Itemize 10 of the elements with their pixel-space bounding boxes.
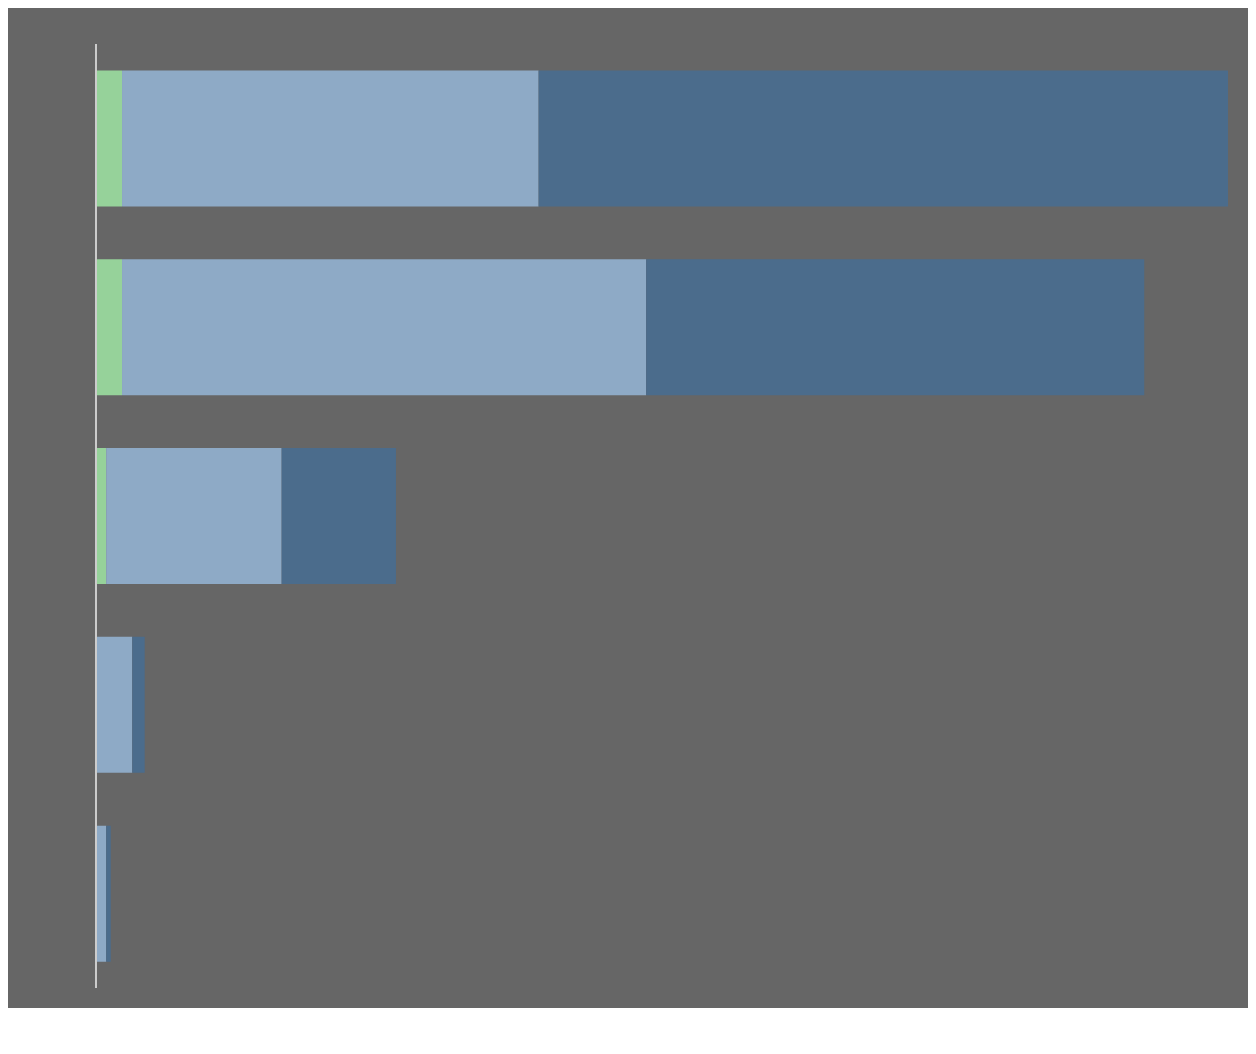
bar — [122, 259, 647, 396]
bar — [132, 636, 145, 773]
bar — [96, 636, 133, 773]
bar — [538, 70, 1228, 207]
bar — [106, 448, 282, 585]
bar — [122, 70, 539, 207]
bar — [646, 259, 1145, 396]
bar — [96, 259, 123, 396]
bar — [96, 70, 123, 207]
bar — [281, 448, 396, 585]
